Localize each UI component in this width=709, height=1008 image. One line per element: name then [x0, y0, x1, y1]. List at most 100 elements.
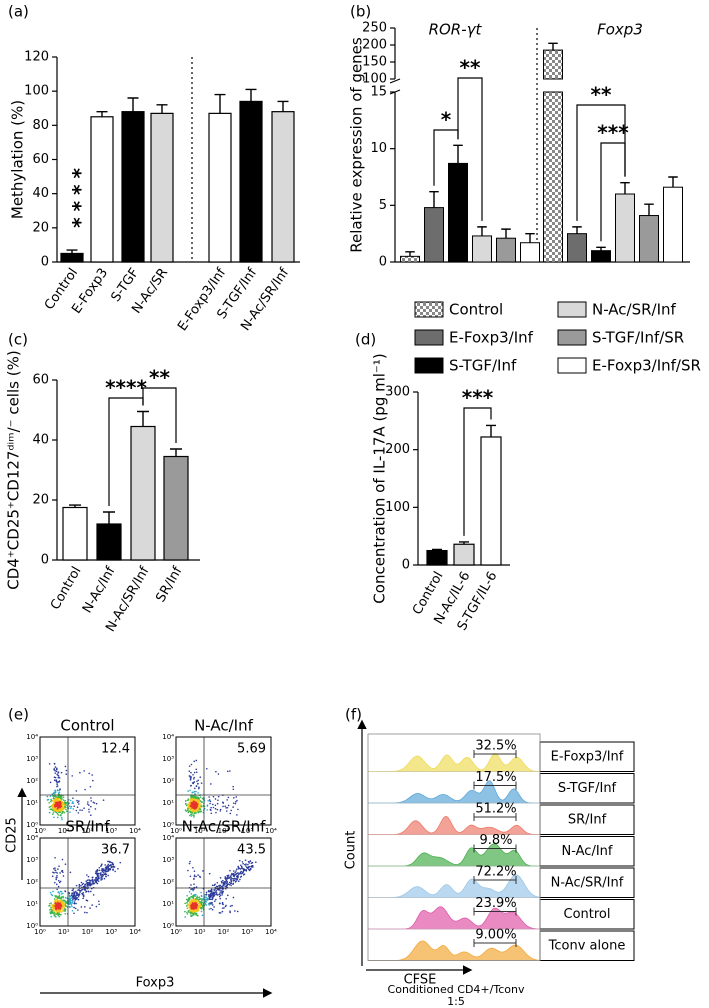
error-bar [432, 548, 442, 551]
cell-dot [68, 899, 70, 902]
cell-dot [218, 893, 221, 896]
cell-dot [62, 875, 65, 877]
y-tick-label: 10¹ [162, 799, 174, 807]
y-tick-label: 20 [32, 220, 49, 235]
error-bar [156, 104, 168, 114]
cell-dot [232, 788, 235, 791]
cell-dot [48, 806, 51, 808]
cell-dot [226, 894, 229, 897]
y-tick-label: 100 [24, 84, 49, 99]
flow-plot [175, 837, 272, 927]
gate-marker [473, 750, 517, 758]
cell-dot [222, 882, 225, 885]
cell-dot [103, 868, 105, 870]
cell-dot [59, 806, 62, 809]
label-box [539, 836, 635, 867]
cell-dot [185, 810, 188, 812]
cell-dot [69, 807, 72, 809]
cell-dot [68, 891, 70, 894]
cell-dot [195, 812, 198, 814]
cell-dot [78, 888, 80, 891]
cell-dot [214, 888, 217, 890]
cell-dot [230, 882, 233, 885]
cell-dot [62, 802, 64, 804]
cell-dot [191, 804, 194, 806]
cell-dot [187, 790, 189, 792]
cell-dot [242, 872, 244, 874]
cell-dot [55, 916, 57, 918]
cell-dot [193, 875, 196, 878]
cell-dot [89, 881, 91, 883]
cell-dot [88, 808, 90, 811]
cell-dot [54, 766, 57, 768]
cell-dot [209, 898, 212, 901]
plot-title: Control [60, 717, 114, 735]
cell-dot [48, 802, 51, 804]
cell-dot [215, 811, 217, 814]
cell-dot [221, 890, 223, 892]
cell-dot [54, 789, 56, 792]
cell-dot [56, 785, 58, 788]
cell-dot [188, 814, 191, 817]
cell-dot [53, 907, 56, 909]
cell-dot [189, 811, 192, 814]
x-tick-label: 10³ [105, 928, 117, 936]
cell-dot [192, 778, 195, 780]
cell-dot [54, 797, 57, 800]
cell-dot [53, 776, 56, 779]
y-tick-label: 200 [362, 38, 387, 53]
cell-dot [224, 905, 227, 908]
cell-dot [188, 862, 191, 865]
cell-dot [100, 865, 102, 868]
error-bar [137, 410, 149, 427]
cell-dot [56, 874, 58, 877]
y-tick-label: 10² [162, 878, 174, 886]
cell-dot [206, 809, 208, 811]
cell-dot [59, 872, 61, 874]
cell-dot [107, 867, 110, 870]
y-tick-label: 10⁴ [26, 733, 38, 741]
cell-dot [208, 898, 211, 901]
cell-dot [94, 877, 97, 879]
cell-dot [190, 900, 192, 903]
gate-marker [473, 813, 517, 821]
cell-dot [91, 878, 94, 881]
cell-dot [210, 889, 212, 892]
plot-title: N-Ac/Inf [194, 717, 254, 735]
error-bar [668, 176, 678, 188]
cell-dot [187, 808, 189, 811]
cell-dot [57, 806, 60, 809]
cell-dot [190, 763, 193, 766]
y-tick-label: 10¹ [26, 799, 38, 807]
cell-dot [224, 885, 227, 888]
cell-dot [246, 866, 248, 869]
cell-dot [194, 797, 196, 799]
cell-dot [191, 796, 193, 799]
cell-dot [79, 771, 81, 774]
cell-dot [72, 888, 75, 890]
cell-dot [59, 814, 62, 817]
cell-dot [214, 883, 216, 886]
cell-dot [70, 904, 73, 906]
cell-dot [227, 770, 229, 773]
cell-dot [204, 902, 207, 905]
cell-dot [215, 890, 218, 892]
cell-dot [189, 784, 192, 787]
significance-label: ** [591, 83, 612, 107]
cell-dot [101, 869, 103, 872]
cell-dot [50, 912, 52, 915]
bar [639, 215, 659, 263]
cell-dot [229, 875, 232, 878]
cell-dot [195, 795, 197, 798]
cell-dot [212, 795, 215, 798]
cell-dot [96, 871, 98, 873]
significance-bracket [142, 387, 177, 443]
cell-dot [227, 877, 230, 879]
cell-dot [58, 881, 61, 884]
cell-dot [200, 901, 202, 903]
cell-dot [222, 907, 224, 909]
cell-dot [61, 812, 63, 815]
cell-dot [65, 773, 68, 775]
cell-dot [86, 803, 89, 805]
cell-dot [58, 909, 61, 912]
